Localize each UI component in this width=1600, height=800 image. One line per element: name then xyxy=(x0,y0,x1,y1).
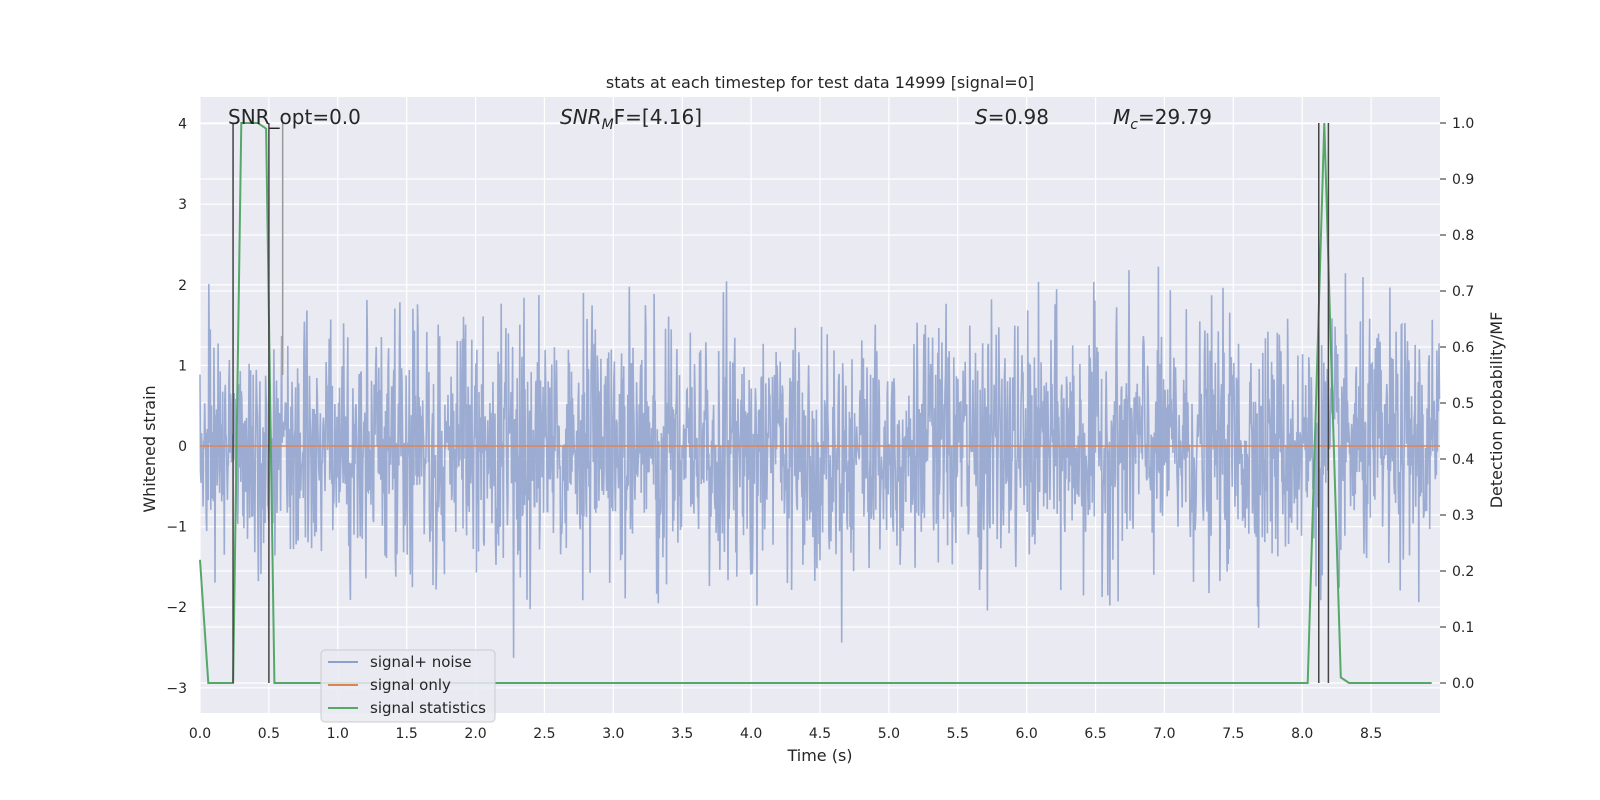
mc-value: =29.79 xyxy=(1138,105,1212,129)
x-tick-label: 8.0 xyxy=(1291,726,1313,742)
detection-markers xyxy=(232,123,1330,683)
y-right-tick-label: 1.0 xyxy=(1452,116,1474,132)
x-tick-label: 0.5 xyxy=(258,726,280,742)
x-tick-label: 4.5 xyxy=(809,726,831,742)
y-left-tick-label: −3 xyxy=(166,681,187,697)
x-tick-label: 5.0 xyxy=(878,726,900,742)
y-right-tick-label: 0.6 xyxy=(1452,340,1474,356)
x-tick-label: 3.5 xyxy=(671,726,693,742)
x-axis-label: Time (s) xyxy=(786,746,852,765)
y-axis-left-label: Whitened strain xyxy=(140,385,159,512)
x-tick-label: 2.0 xyxy=(464,726,486,742)
signal-noise-line xyxy=(199,266,1441,658)
y-right-tick-label: 0.3 xyxy=(1452,508,1474,524)
signal-statistics-series xyxy=(199,122,1432,684)
mc-sub: c xyxy=(1130,117,1138,133)
y-left-tick-label: 3 xyxy=(178,197,187,213)
legend-label-signal-only: signal only xyxy=(370,676,451,694)
y-left-tick-label: 1 xyxy=(178,358,187,374)
y-right-tick-label: 0.5 xyxy=(1452,396,1474,412)
annotation-s: S=0.98 xyxy=(975,105,1049,129)
y-left-tick-label: −2 xyxy=(166,600,187,616)
y-right-tick-label: 0.1 xyxy=(1452,620,1474,636)
x-tick-label: 4.0 xyxy=(740,726,762,742)
y-axis-left-ticks: −3 −2 −1 0 1 2 3 4 xyxy=(166,117,187,697)
x-tick-label: 7.5 xyxy=(1222,726,1244,742)
annotation-snr-opt: SNR_opt=0.0 xyxy=(228,105,361,129)
x-tick-label: 2.5 xyxy=(533,726,555,742)
y-left-tick-label: −1 xyxy=(166,520,187,536)
signal-statistics-line xyxy=(199,122,1432,684)
mc-label: M xyxy=(1113,105,1130,129)
x-tick-label: 7.0 xyxy=(1153,726,1175,742)
y-right-tick-label: 0.0 xyxy=(1452,676,1474,692)
y-left-tick-label: 0 xyxy=(178,439,187,455)
snr-mf-sub: M xyxy=(602,117,614,133)
annotation-snr-mf: SNRMF=[4.16] xyxy=(560,105,702,133)
x-tick-label: 1.0 xyxy=(327,726,349,742)
y-right-tick-label: 0.2 xyxy=(1452,564,1474,580)
x-tick-label: 6.5 xyxy=(1084,726,1106,742)
s-value: =0.98 xyxy=(988,105,1049,129)
snr-mf-rest: F=[4.16] xyxy=(614,105,702,129)
x-tick-label: 6.0 xyxy=(1016,726,1038,742)
x-tick-label: 1.5 xyxy=(396,726,418,742)
legend: signal+ noise signal only signal statist… xyxy=(320,649,496,723)
legend-label-signal-statistics: signal statistics xyxy=(370,699,486,717)
s-label: S xyxy=(975,105,988,129)
y-right-tick-label: 0.7 xyxy=(1452,284,1474,300)
chart-title: stats at each timestep for test data 149… xyxy=(606,73,1034,92)
legend-label-signal-noise: signal+ noise xyxy=(370,653,472,671)
y-right-tick-label: 0.4 xyxy=(1452,452,1474,468)
y-right-tick-label: 0.9 xyxy=(1452,172,1474,188)
x-tick-label: 0.0 xyxy=(189,726,211,742)
x-tick-label: 3.0 xyxy=(602,726,624,742)
x-axis-ticks: 0.0 0.5 1.0 1.5 2.0 2.5 3.0 3.5 4.0 4.5 5.0 5.5 6.0 6… xyxy=(189,726,1382,742)
snr-mf-label: SNR xyxy=(560,105,602,129)
y-axis-right-ticks: 0.0 0.1 0.2 0.3 0.4 0.5 0.6 0.7 0.8 0.9 1.0 xyxy=(1440,116,1474,692)
y-left-tick-label: 4 xyxy=(178,117,187,133)
legend-box xyxy=(320,649,496,723)
signal-noise-series xyxy=(199,266,1441,658)
y-left-tick-label: 2 xyxy=(178,278,187,294)
annotation-mc: Mc=29.79 xyxy=(1113,105,1212,133)
y-axis-right-label: Detection probability/MF xyxy=(1487,312,1506,509)
y-right-tick-label: 0.8 xyxy=(1452,228,1474,244)
x-tick-label: 5.5 xyxy=(947,726,969,742)
x-tick-label: 8.5 xyxy=(1360,726,1382,742)
